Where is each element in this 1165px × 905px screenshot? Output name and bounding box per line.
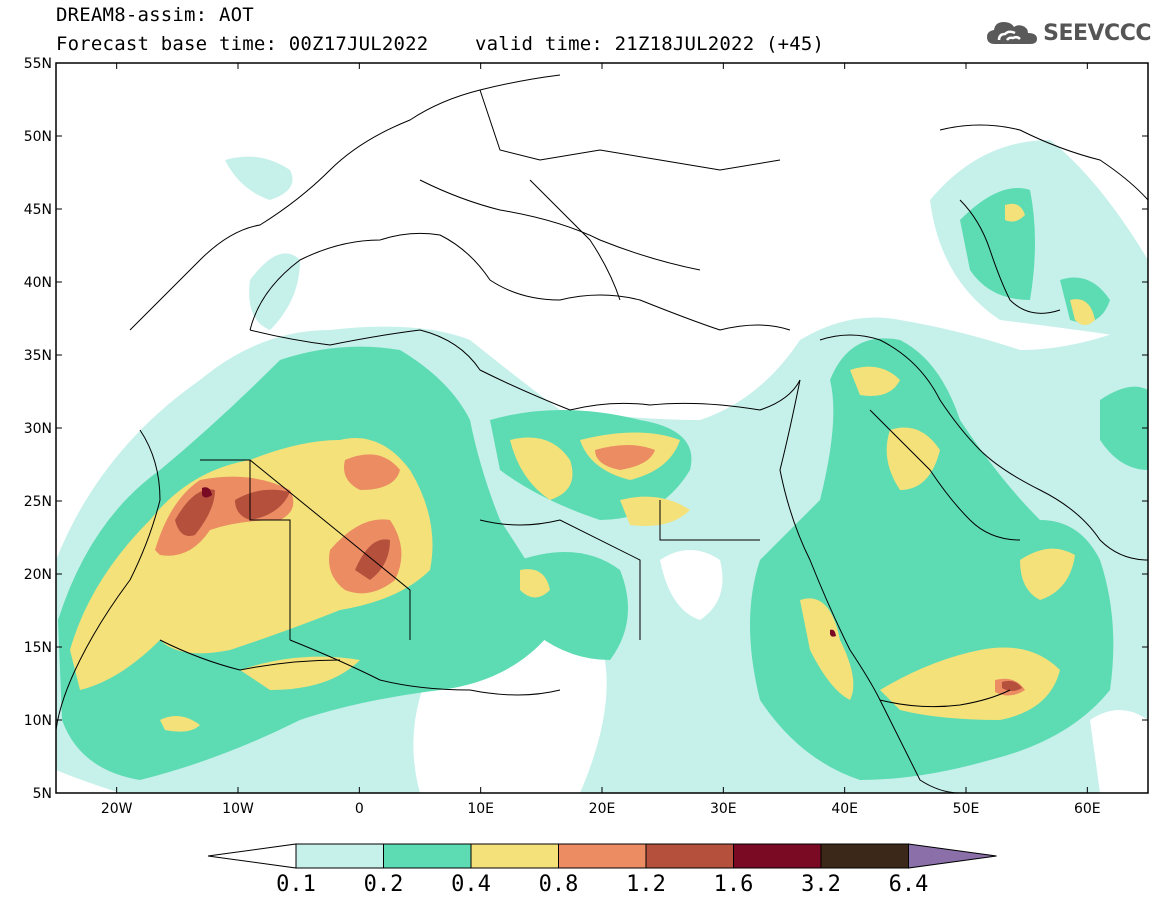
colorbar-label: 0.2 [364,872,404,897]
lon-label: 60E [1074,801,1101,817]
lon-label: 20W [101,801,133,817]
lon-label: 10W [222,801,254,817]
colorbar-label: 0.8 [539,872,579,897]
lon-label: 20E [589,801,616,817]
map-title: DREAM8-assim: AOT [56,4,254,26]
lat-label: 20N [24,567,52,583]
colorbar-swatch [383,843,472,869]
lat-label: 50N [24,129,52,145]
lat-label: 45N [24,202,52,218]
latitude-axis: 5N 10N 15N 20N 25N 30N 35N 40N 45N 50N 55N [24,56,1148,802]
lat-label: 55N [24,56,52,72]
lon-label: 50E [953,801,980,817]
coastlines-and-borders [56,74,1148,793]
lon-label: 40E [831,801,858,817]
lat-label: 30N [24,421,52,437]
colorbar-label: 1.6 [714,872,754,897]
colorbar-label: 0.1 [276,872,316,897]
aot-level-1.6 [202,487,836,637]
colorbar-swatch [733,843,822,869]
lat-label: 25N [24,494,52,510]
aot-level-0.4 [70,203,1095,732]
colorbar-swatch [558,843,647,869]
colorbar-max-arrow [908,843,997,869]
forecast-time-subtitle: Forecast base time: 00Z17JUL2022 valid t… [56,33,825,55]
lon-label: 0 [355,801,364,817]
colorbar-label: 3.2 [801,872,841,897]
lat-label: 10N [24,713,52,729]
aot-field [56,63,1148,793]
colorbar-label: 1.2 [626,872,666,897]
colorbar-label: 6.4 [889,872,929,897]
colorbar-min-arrow [207,843,297,869]
lat-label: 40N [24,275,52,291]
lat-label: 15N [24,640,52,656]
lon-label: 30E [710,801,737,817]
seevccc-logo: SEEVCCC [985,18,1151,48]
logo-text: SEEVCCC [1043,20,1151,46]
colorbar-swatch [645,843,734,869]
colorbar-label: 0.4 [451,872,491,897]
colorbar-swatch [470,843,559,869]
cloud-icon [987,22,1038,44]
longitude-axis: 20W 10W 0 10E 20E 30E 40E 50E 60E [101,63,1101,817]
lat-label: 5N [33,786,52,802]
lon-label: 10E [467,801,494,817]
colorbar-swatch [295,843,384,869]
colorbar-swatch [820,843,909,869]
lat-label: 35N [24,348,52,364]
